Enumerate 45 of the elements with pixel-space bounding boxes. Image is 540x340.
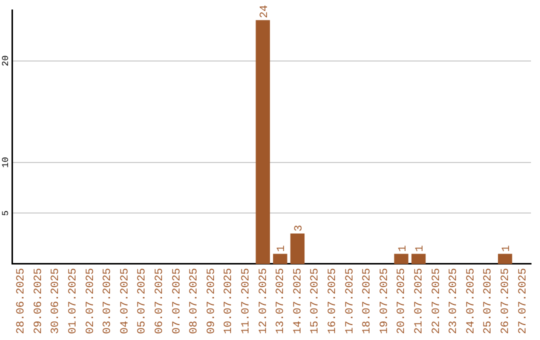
- y-tick-label: 10: [0, 156, 11, 168]
- x-tick-label: 03.07.2025: [102, 268, 114, 334]
- data-label: 1: [501, 244, 514, 252]
- x-tick-label: 08.07.2025: [188, 268, 201, 334]
- x-tick-label: 17.07.2025: [344, 268, 356, 334]
- x-tick-label: 26.07.2025: [500, 268, 512, 334]
- x-tick-label: 19.07.2025: [378, 268, 391, 334]
- x-tick-label: 30.06.2025: [50, 268, 62, 334]
- data-label: 1: [414, 244, 427, 252]
- x-tick-label: 05.07.2025: [136, 268, 149, 334]
- x-tick-label: 01.07.2025: [67, 268, 80, 334]
- bar: [394, 254, 408, 264]
- x-tick-label: 28.06.2025: [16, 268, 28, 334]
- x-tick-label: 23.07.2025: [448, 268, 460, 334]
- bar: [411, 254, 426, 264]
- bar: [256, 20, 270, 264]
- x-tick-label: 04.07.2025: [119, 268, 132, 334]
- x-tick-label: 29.06.2025: [32, 268, 45, 334]
- x-tick-label: 14.07.2025: [292, 268, 304, 334]
- data-label: 1: [397, 244, 410, 252]
- x-tick-label: 02.07.2025: [84, 268, 97, 334]
- bar: [498, 254, 512, 264]
- x-tick-label: 24.07.2025: [465, 268, 478, 334]
- x-tick-label: 27.07.2025: [517, 268, 530, 334]
- x-tick-label: 25.07.2025: [482, 268, 495, 334]
- x-tick-label: 21.07.2025: [413, 268, 426, 334]
- bar: [273, 254, 288, 264]
- x-tick-label: 06.07.2025: [154, 268, 166, 334]
- data-label: 24: [258, 4, 271, 18]
- x-tick-label: 07.07.2025: [171, 268, 184, 334]
- x-tick-label: 11.07.2025: [240, 268, 252, 334]
- x-tick-label: 20.07.2025: [396, 268, 408, 334]
- bar: [290, 234, 305, 264]
- y-tick-label: 20: [0, 55, 11, 66]
- x-tick-label: 15.07.2025: [310, 268, 322, 334]
- data-label: 1: [276, 244, 288, 252]
- x-tick-label: 10.07.2025: [223, 268, 236, 334]
- x-tick-label: 18.07.2025: [362, 268, 374, 334]
- data-label: 3: [293, 224, 306, 232]
- x-tick-label: 09.07.2025: [206, 268, 218, 334]
- x-tick-label: 16.07.2025: [326, 268, 339, 334]
- x-tick-label: 13.07.2025: [275, 268, 288, 334]
- x-tick-label: 22.07.2025: [430, 268, 443, 334]
- y-tick-label: 5: [0, 210, 11, 216]
- x-tick-label: 12.07.2025: [258, 268, 270, 334]
